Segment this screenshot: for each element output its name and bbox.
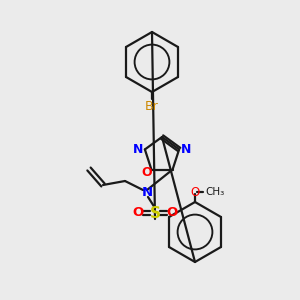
- Text: O: O: [141, 166, 152, 179]
- Text: O: O: [167, 206, 178, 220]
- Text: N: N: [141, 187, 153, 200]
- Text: Br: Br: [145, 100, 159, 112]
- Text: O: O: [132, 206, 144, 220]
- Text: CH₃: CH₃: [205, 187, 224, 197]
- Text: N: N: [133, 143, 143, 156]
- Text: O: O: [190, 185, 200, 199]
- Text: S: S: [149, 206, 161, 220]
- Text: N: N: [181, 143, 191, 156]
